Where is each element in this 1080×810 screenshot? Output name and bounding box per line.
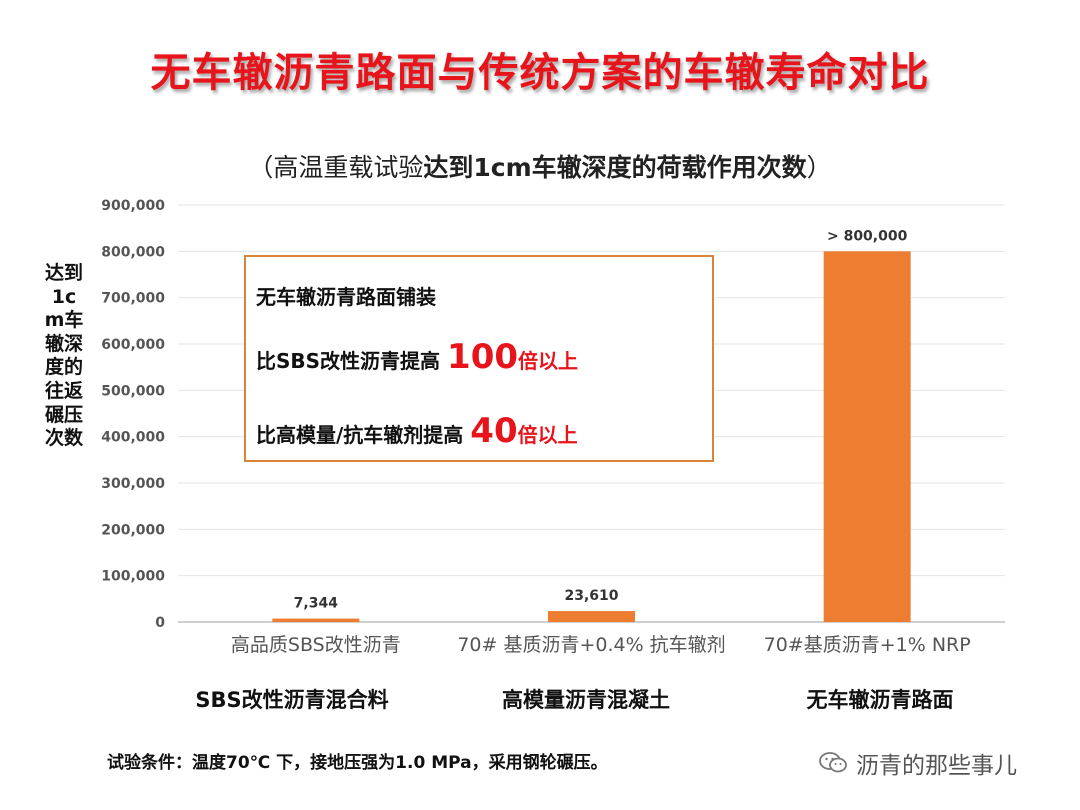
callout-line-2-suffix: 倍以上	[518, 349, 579, 373]
y-tick-label: 200,000	[101, 522, 165, 538]
y-tick-label: 700,000	[101, 291, 165, 307]
y-tick-label: 100,000	[101, 569, 165, 585]
data-label: > 800,000	[827, 228, 908, 244]
callout-line-2-text: 比SBS改性沥青提高	[256, 349, 441, 373]
bar	[272, 618, 360, 622]
y-tick-label: 900,000	[101, 198, 165, 214]
footnote: 试验条件：温度70℃ 下，接地压强为1.0 MPa，采用钢轮碾压。	[107, 753, 608, 773]
y-axis-label: 达到1cm车辙深度的往返碾压次数	[44, 262, 84, 450]
y-tick-label: 400,000	[101, 430, 165, 446]
x-tick-label: 70# 基质沥青+0.4% 抗车辙剂	[457, 634, 725, 656]
bar	[548, 611, 635, 622]
group-label-3: 无车辙沥青路面	[806, 688, 954, 712]
watermark-text: 沥青的那些事儿	[856, 753, 1017, 779]
y-tick-label: 800,000	[101, 244, 165, 260]
chart-title: 无车辙沥青路面与传统方案的车辙寿命对比	[150, 50, 930, 96]
callout-line-2: 比SBS改性沥青提高 100倍以上	[256, 337, 578, 377]
group-label-2: 高模量沥青混凝土	[502, 688, 670, 712]
y-tick-label: 500,000	[101, 383, 165, 399]
callout-number-40: 40	[470, 411, 518, 451]
y-tick-label: 0	[155, 615, 165, 631]
watermark: 沥青的那些事儿	[818, 746, 1017, 780]
callout-line-3: 比高模量/抗车辙剂提高 40倍以上	[256, 411, 578, 451]
y-tick-label: 300,000	[101, 476, 165, 492]
callout-box: 无车辙沥青路面铺装 比SBS改性沥青提高 100倍以上 比高模量/抗车辙剂提高 …	[244, 255, 714, 462]
x-tick-label: 高品质SBS改性沥青	[231, 634, 401, 656]
group-label-1: SBS改性沥青混合料	[195, 688, 389, 712]
callout-line-3-suffix: 倍以上	[517, 423, 578, 447]
data-label: 23,610	[564, 588, 618, 604]
y-tick-label: 600,000	[101, 337, 165, 353]
wechat-icon	[818, 750, 848, 776]
subtitle-bold: 达到1cm车辙深度的荷载作用次数	[423, 153, 807, 182]
x-tick-label: 70#基质沥青+1% NRP	[764, 634, 971, 656]
callout-line-3-text: 比高模量/抗车辙剂提高	[256, 423, 464, 447]
callout-line-1: 无车辙沥青路面铺装	[256, 285, 436, 309]
subtitle-suffix: ）	[806, 153, 832, 182]
callout-number-100: 100	[447, 337, 519, 377]
chart-subtitle: （高温重载试验达到1cm车辙深度的荷载作用次数）	[0, 148, 1080, 184]
subtitle-prefix: （高温重载试验	[248, 153, 424, 182]
bar	[823, 251, 911, 623]
data-label: 7,344	[294, 596, 339, 612]
